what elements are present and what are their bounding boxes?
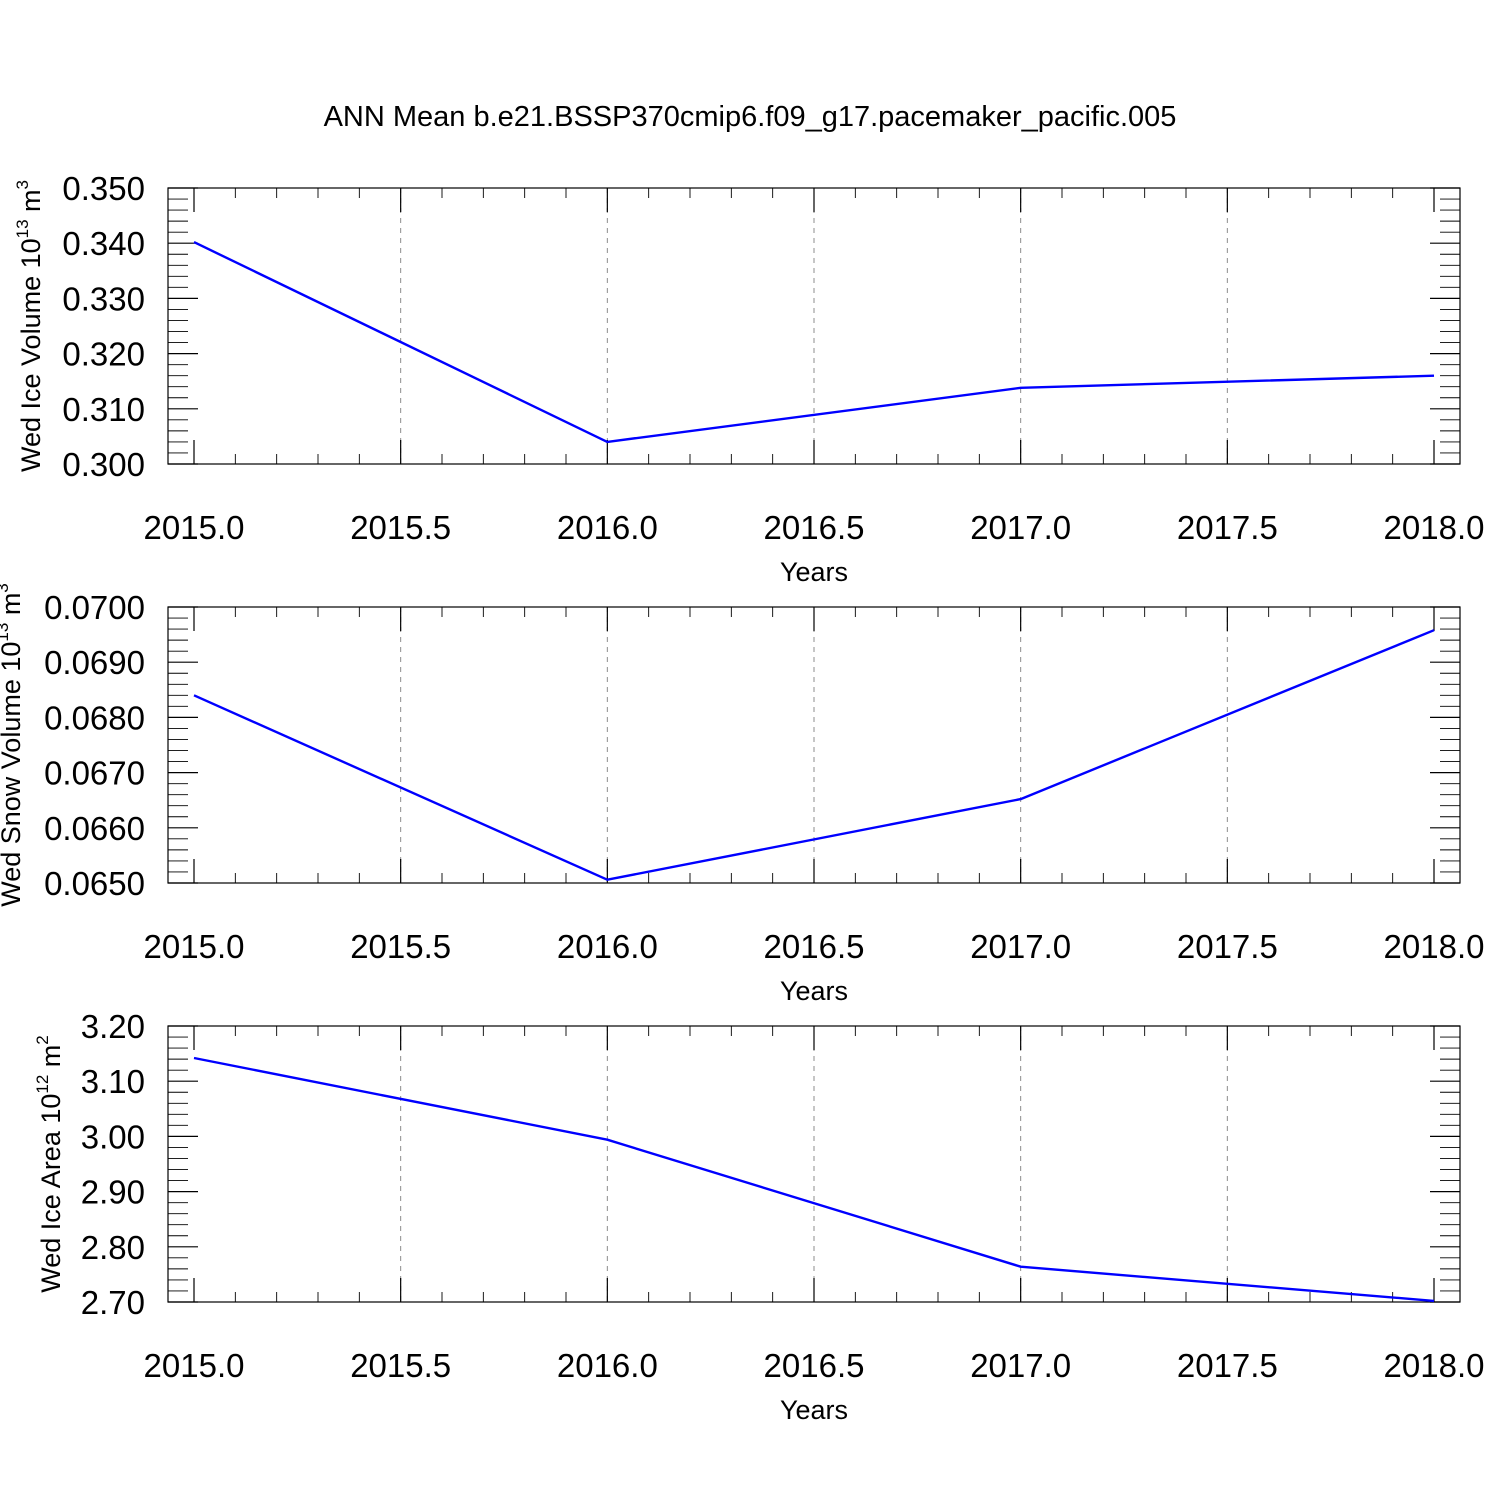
y-tick-label: 2.90 (81, 1174, 145, 1211)
y-tick-label: 0.310 (62, 391, 145, 428)
y-tick-label: 0.0680 (44, 699, 145, 736)
x-tick-label: 2015.5 (350, 1347, 451, 1384)
x-tick-label: 2015.0 (144, 509, 245, 546)
x-tick-label: 2016.5 (764, 509, 865, 546)
y-axis-title-part: Wed Snow Volume 10 (0, 642, 26, 907)
x-tick-label: 2015.5 (350, 509, 451, 546)
y-tick-label: 0.320 (62, 336, 145, 373)
series-line (193, 629, 1435, 881)
y-axis-title-superscript: 2 (33, 1035, 52, 1044)
x-tick-label: 2016.5 (764, 1347, 865, 1384)
x-axis-title: Years (780, 557, 848, 587)
x-tick-label: 2016.0 (557, 1347, 658, 1384)
x-tick-label: 2017.5 (1177, 1347, 1278, 1384)
y-tick-label: 0.0650 (44, 865, 145, 902)
y-tick-label: 0.0690 (44, 644, 145, 681)
y-tick-label: 0.330 (62, 280, 145, 317)
panel-2: 2015.0 2015.5 2016.0 2016.5 2017.0 2017.5 2018… (0, 583, 1484, 1006)
y-tick-label: 0.0660 (44, 810, 145, 847)
y-tick-label: 0.0670 (44, 755, 145, 792)
y-tick-label: 3.00 (81, 1118, 145, 1155)
x-tick-label: 2015.5 (350, 928, 451, 965)
y-axis-title-superscript: 3 (0, 583, 12, 592)
y-axis-title-part: Wed Ice Volume 10 (16, 238, 46, 472)
x-tick-label: 2015.0 (144, 928, 245, 965)
series-line (193, 241, 1435, 444)
x-tick-label: 2016.5 (764, 928, 865, 965)
y-axis-title-part: m (16, 189, 46, 219)
y-tick-label: 2.80 (81, 1229, 145, 1266)
x-tick-label: 2017.0 (970, 1347, 1071, 1384)
y-tick-label: 0.0700 (44, 589, 145, 626)
y-tick-label: 3.10 (81, 1063, 145, 1100)
x-tick-label: 2015.0 (144, 1347, 245, 1384)
x-tick-label: 2016.0 (557, 509, 658, 546)
y-axis-title: Wed Ice Area 1012 m2 (33, 1035, 66, 1293)
y-axis-title-superscript: 3 (13, 180, 32, 189)
y-tick-label: 2.70 (81, 1284, 145, 1321)
panel-1: 2015.0 2015.5 2016.0 2016.5 2017.0 2017.5 2018… (13, 170, 1484, 587)
y-axis-title-superscript: 12 (33, 1075, 52, 1094)
panel-3: 2015.0 2015.5 2016.0 2016.5 2017.0 2017.5 2018… (33, 1008, 1484, 1425)
x-tick-label: 2017.0 (970, 509, 1071, 546)
y-axis-title-part: m (0, 593, 26, 623)
y-tick-label: 0.300 (62, 446, 145, 483)
x-tick-label: 2017.0 (970, 928, 1071, 965)
x-tick-label: 2017.5 (1177, 509, 1278, 546)
figure-title: ANN Mean b.e21.BSSP370cmip6.f09_g17.pace… (324, 101, 1177, 133)
x-tick-label: 2016.0 (557, 928, 658, 965)
x-axis-title: Years (780, 1395, 848, 1425)
y-tick-label: 0.340 (62, 225, 145, 262)
y-axis-title-part: Wed Ice Area 10 (36, 1094, 66, 1293)
x-tick-label: 2018.0 (1384, 1347, 1485, 1384)
x-axis-title: Years (780, 976, 848, 1006)
y-axis-title: Wed Snow Volume 1013 m3 (0, 583, 26, 907)
y-axis-title-superscript: 13 (13, 219, 32, 238)
x-tick-label: 2017.5 (1177, 928, 1278, 965)
x-tick-label: 2018.0 (1384, 928, 1485, 965)
y-tick-label: 3.20 (81, 1008, 145, 1045)
y-axis-title: Wed Ice Volume 1013 m3 (13, 180, 46, 472)
y-axis-title-superscript: 13 (0, 623, 12, 642)
x-tick-label: 2018.0 (1384, 509, 1485, 546)
y-tick-label: 0.350 (62, 170, 145, 207)
y-axis-title-part: m (36, 1045, 66, 1075)
series-line (193, 1056, 1435, 1303)
